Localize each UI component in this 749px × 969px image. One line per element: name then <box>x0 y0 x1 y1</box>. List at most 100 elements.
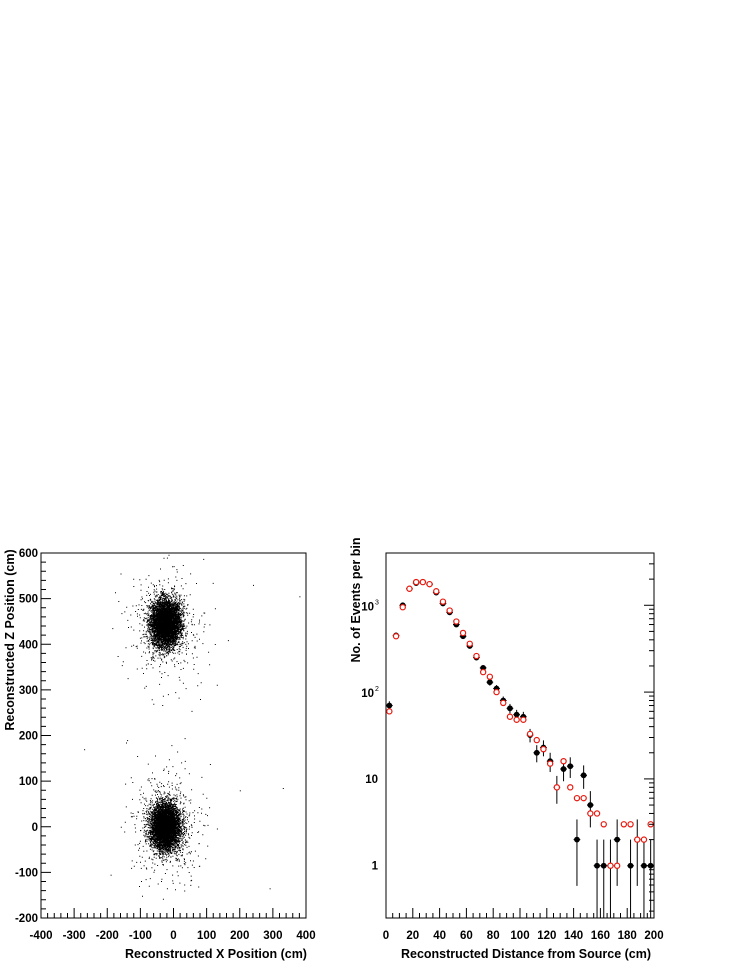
data-point-open <box>533 736 540 744</box>
data-point-open <box>607 862 614 869</box>
data-point-open <box>560 757 567 765</box>
data-point-open <box>546 760 554 767</box>
data-point-open <box>580 794 587 802</box>
scatter-points <box>84 554 301 900</box>
data-point-open <box>479 668 487 676</box>
y-tick-label: 500 <box>19 594 38 606</box>
scatter-point <box>110 874 112 876</box>
data-point-open <box>466 640 473 647</box>
data-point-open <box>593 810 601 817</box>
x-tick-label: -400 <box>29 930 52 942</box>
x-tick-label: 200 <box>230 930 249 942</box>
x-tick-label: 400 <box>296 930 315 942</box>
scatter-point <box>253 584 254 586</box>
y-tick-label: 100 <box>19 776 38 788</box>
x-tick-label: 160 <box>591 930 610 942</box>
x-tick-label: 100 <box>510 930 529 942</box>
data-point-open <box>406 585 413 592</box>
data-point-open <box>426 580 433 588</box>
y-tick-label: -200 <box>15 913 38 925</box>
data-point-filled <box>587 802 594 808</box>
scatter-point <box>166 557 168 559</box>
x-tick-label: 100 <box>197 930 216 942</box>
data-point-open <box>540 745 547 753</box>
data-point-open <box>613 862 621 869</box>
scatter-point <box>282 788 284 789</box>
data-point-filled <box>594 862 600 869</box>
x-tick-label: 120 <box>537 930 556 942</box>
data-point-filled <box>507 705 513 712</box>
scatter-point <box>120 573 122 575</box>
data-point-open <box>634 836 641 843</box>
scatter-point <box>200 699 201 700</box>
data-point-filled <box>580 772 587 779</box>
data-point-open <box>627 821 634 828</box>
x-tick-label: 180 <box>618 930 637 942</box>
scatter-x-axis: -400 -300 -200 -100 0 100 200 300 400 <box>29 908 316 942</box>
x-tick-label: -300 <box>63 930 86 942</box>
distance-x-axis: 0 20 40 60 80 100 120 140 160 180 200 <box>383 908 664 942</box>
scatter-point <box>299 596 301 598</box>
data-point-open <box>500 699 507 707</box>
scatter-y-axis-title: Reconstructed Z Position (cm) <box>3 549 17 730</box>
x-tick-label: 60 <box>460 930 473 942</box>
data-point-filled <box>614 836 621 843</box>
data-point-open <box>453 618 460 625</box>
data-point-filled <box>567 763 574 770</box>
data-point-open <box>439 598 447 605</box>
data-point-open <box>459 629 467 637</box>
data-point-filled <box>627 862 634 869</box>
y-tick-exponent: 2 <box>375 686 379 693</box>
data-point-open <box>486 673 494 681</box>
scatter-point-cloud <box>112 554 229 712</box>
distance-y-axis-title: No. of Events per bin <box>349 537 363 662</box>
data-point-open <box>392 633 400 640</box>
scatter-point-cloud <box>120 738 218 900</box>
data-point-open <box>587 810 594 817</box>
data-point-open <box>506 713 514 720</box>
data-point-filled <box>560 766 567 772</box>
x-tick-label: 300 <box>263 930 282 942</box>
x-tick-label: 40 <box>433 930 446 942</box>
scatter-cluster <box>112 554 229 712</box>
data-point-open <box>573 794 581 802</box>
data-point-open <box>513 716 520 723</box>
distance-frame <box>385 552 655 919</box>
x-tick-label: 0 <box>383 930 389 942</box>
data-point-filled <box>513 711 520 718</box>
y-tick-label: 300 <box>19 685 38 697</box>
data-point-open <box>600 821 607 828</box>
data-point-filled <box>486 679 493 686</box>
y-tick-label: -100 <box>15 867 38 879</box>
data-point-open <box>640 836 648 843</box>
scatter-cluster <box>120 738 218 900</box>
data-point-open <box>493 688 500 696</box>
y-tick-label: 10 <box>361 688 374 700</box>
data-point-open <box>526 730 534 738</box>
x-tick-label: 200 <box>644 930 663 942</box>
data-point-filled <box>533 749 540 756</box>
y-tick-label: 200 <box>19 731 38 743</box>
y-tick-label: 400 <box>19 639 38 651</box>
x-tick-label: 80 <box>487 930 500 942</box>
y-tick-label: 10 <box>365 774 378 786</box>
data-point-open <box>473 652 480 660</box>
x-tick-label: 0 <box>170 930 176 942</box>
data-point-open <box>520 716 527 723</box>
data-markers <box>386 578 654 869</box>
data-point-open <box>620 821 628 828</box>
y-tick-label: 1 <box>372 861 379 873</box>
data-point-open <box>386 708 393 715</box>
x-tick-label: -200 <box>96 930 119 942</box>
y-tick-label: 10 <box>361 601 374 613</box>
y-tick-label: 600 <box>19 548 38 560</box>
data-point-filled <box>574 836 580 843</box>
scatter-point <box>84 749 86 751</box>
data-point-open <box>433 588 440 595</box>
scatter-x-axis-title: Reconstructed X Position (cm) <box>125 947 307 961</box>
y-tick-exponent: 3 <box>375 599 379 606</box>
distance-x-axis-title: Reconstructed Distance from Source (cm) <box>401 947 651 961</box>
data-point-open <box>446 607 453 614</box>
